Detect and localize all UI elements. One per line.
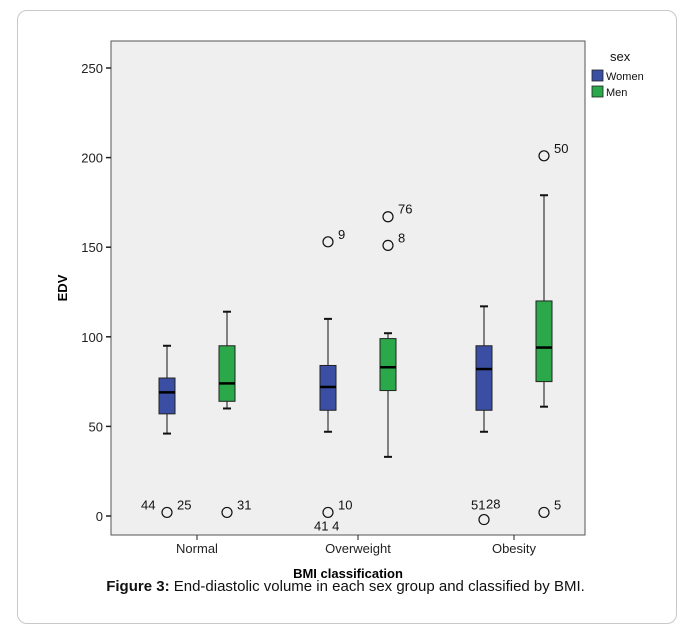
x-tick-label: Obesity bbox=[492, 541, 537, 556]
legend-title: sex bbox=[610, 49, 631, 64]
x-tick-label: Normal bbox=[176, 541, 218, 556]
x-axis-title: BMI classification bbox=[293, 566, 403, 581]
box-women-obesity bbox=[475, 305, 493, 433]
box-iqr bbox=[158, 377, 176, 415]
outlier-label: 8 bbox=[398, 230, 405, 245]
outlier-label: 10 bbox=[338, 497, 352, 512]
box-women-normal bbox=[158, 344, 176, 435]
outlier-label: 44 bbox=[141, 497, 155, 512]
caption-label: Figure 3: bbox=[106, 578, 170, 595]
outlier-point bbox=[161, 506, 173, 519]
box-men-obesity bbox=[535, 194, 553, 408]
plot-area bbox=[110, 40, 586, 536]
outlier-label: 50 bbox=[554, 141, 568, 156]
legend-swatch-women bbox=[591, 69, 604, 82]
outlier-point bbox=[382, 211, 394, 223]
outlier-point bbox=[221, 506, 233, 519]
y-tick-label: 200 bbox=[81, 151, 103, 166]
legend: sex Women Men bbox=[591, 49, 644, 99]
y-axis-title: EDV bbox=[55, 274, 70, 301]
caption-text: End-diastolic volume in each sex group a… bbox=[169, 578, 585, 595]
box-iqr bbox=[535, 300, 553, 383]
box-women-overweight bbox=[319, 317, 337, 433]
y-tick-label: 0 bbox=[96, 509, 103, 524]
box-iqr bbox=[475, 345, 493, 411]
box-men-overweight bbox=[379, 332, 397, 458]
figure-caption: Figure 3: End-diastolic volume in each s… bbox=[0, 578, 691, 595]
outlier-label: 41 4 bbox=[314, 518, 339, 533]
outlier-point bbox=[322, 236, 334, 248]
y-tick-label: 150 bbox=[81, 240, 103, 255]
outlier-label: 76 bbox=[398, 202, 412, 217]
y-tick-label: 100 bbox=[81, 330, 103, 345]
box-iqr bbox=[218, 345, 236, 402]
y-tick-label: 250 bbox=[81, 61, 103, 76]
y-tick-label: 50 bbox=[89, 419, 103, 434]
outlier-point bbox=[538, 150, 550, 162]
box-iqr bbox=[379, 338, 397, 392]
legend-label-men: Men bbox=[606, 87, 627, 99]
outlier-label: 9 bbox=[338, 227, 345, 242]
outlier-label: 28 bbox=[486, 497, 500, 512]
outlier-label: 51 bbox=[471, 498, 485, 513]
outlier-point bbox=[478, 513, 490, 526]
legend-swatch-men bbox=[591, 85, 604, 98]
legend-label-women: Women bbox=[606, 71, 644, 83]
outlier-label: 31 bbox=[237, 497, 251, 512]
outlier-point bbox=[538, 506, 550, 519]
x-tick-label: Overweight bbox=[325, 541, 391, 556]
box-men-normal bbox=[218, 310, 236, 410]
outlier-point bbox=[382, 239, 394, 252]
outlier-point bbox=[322, 506, 334, 519]
outlier-label: 5 bbox=[554, 497, 561, 512]
outlier-label: 25 bbox=[177, 497, 191, 512]
